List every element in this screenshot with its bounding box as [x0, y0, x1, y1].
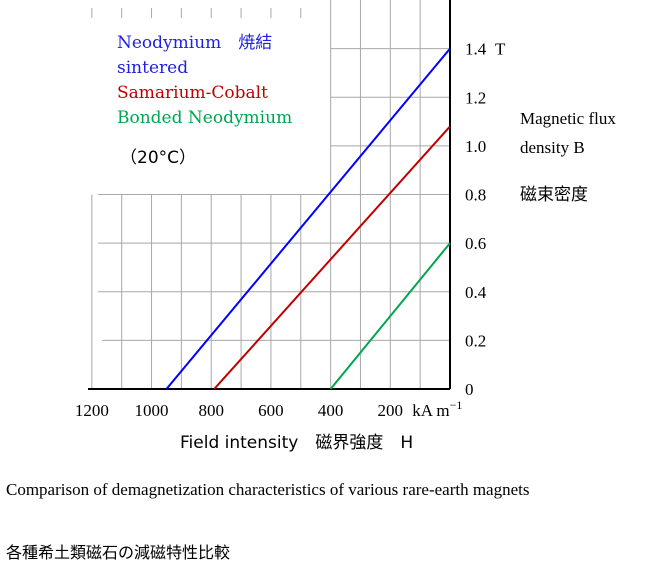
x-axis-label: Field intensity 磁界強度 H — [180, 433, 413, 453]
axes — [88, 0, 451, 390]
legend-entry: sintered — [117, 58, 188, 78]
y-axis-label-3: 磁束密度 — [520, 185, 588, 205]
grid — [91, 0, 450, 389]
series-line-1 — [165, 47, 451, 390]
y-axis-label-2: density B — [520, 138, 585, 157]
annotation-temperature: （20°C） — [120, 148, 196, 168]
legend-entry: Neodymium 焼結 — [117, 33, 272, 53]
x-tick-label: 600 — [258, 401, 284, 420]
x-unit-label: kA m−1 — [412, 398, 462, 420]
y-tick-label: 1.4 — [465, 40, 487, 59]
y-unit-label: T — [495, 40, 506, 59]
x-tick-label: 1200 — [75, 401, 109, 420]
y-tick-label: 0.2 — [465, 331, 486, 350]
legend-entry: Bonded Neodymium — [117, 108, 292, 128]
series-line-3 — [329, 242, 451, 390]
tick-labels: 1200 1000 800 600 400 200 kA m−10 0.2 0.4 0.6 0.8 1… — [75, 40, 506, 420]
series-lines — [165, 47, 451, 390]
x-tick-label: 1000 — [135, 401, 169, 420]
y-tick-label: 0.8 — [465, 186, 486, 205]
y-tick-label: 1.2 — [465, 88, 486, 107]
x-tick-label: 800 — [198, 401, 224, 420]
y-tick-label: 0.4 — [465, 283, 487, 302]
y-tick-label: 0 — [465, 380, 474, 399]
demagnetization-chart: 1200 1000 800 600 400 200 kA m−10 0.2 0.4 0.6 0.8 1… — [75, 0, 616, 453]
x-unit-exponent: −1 — [450, 398, 463, 412]
y-tick-label: 1.0 — [465, 137, 486, 156]
x-tick-label: 200 — [378, 401, 404, 420]
series-line-2 — [213, 125, 451, 390]
x-tick-label: 400 — [318, 401, 344, 420]
y-axis-label-1: Magnetic flux — [520, 109, 616, 128]
caption-japanese: 各種希土類磁石の減磁特性比較 — [6, 543, 231, 562]
y-tick-label: 0.6 — [465, 234, 486, 253]
legend-entry: Samarium-Cobalt — [117, 83, 268, 103]
legend: Neodymium 焼結 sintered Samarium-Cobalt Bonde… — [117, 33, 292, 128]
caption-english: Comparison of demagnetization characteri… — [6, 480, 530, 499]
